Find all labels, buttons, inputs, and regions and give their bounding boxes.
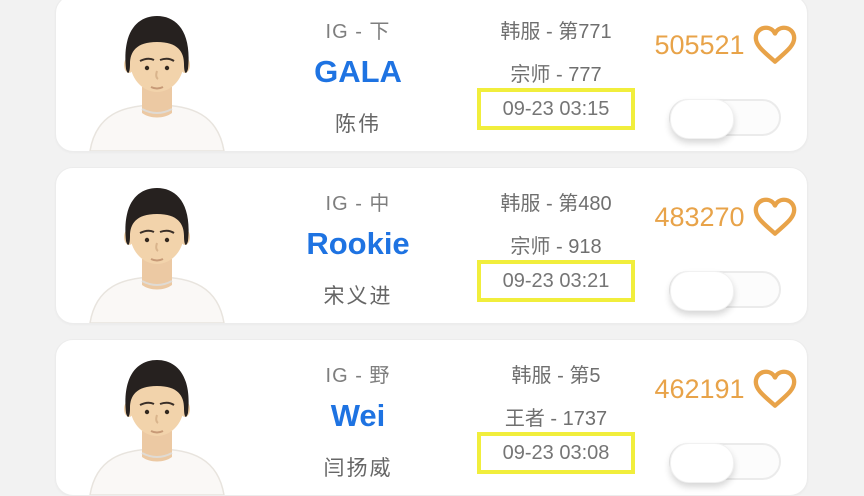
player-card[interactable]: IG - 中 Rookie 宋义进 韩服 - 第480 宗师 - 918 09-… bbox=[55, 167, 808, 324]
player-photo bbox=[72, 181, 242, 323]
follow-toggle[interactable] bbox=[669, 271, 781, 311]
player-photo bbox=[72, 353, 242, 495]
player-photo bbox=[72, 9, 242, 151]
tier-points-label: 宗师 - 777 bbox=[510, 64, 602, 86]
update-time-label: 09-23 03:21 bbox=[502, 269, 610, 292]
server-rank-label: 韩服 - 第480 bbox=[500, 193, 612, 215]
player-name: GALA bbox=[314, 54, 402, 89]
team-position-label: IG - 中 bbox=[325, 193, 391, 215]
server-rank-label: 韩服 - 第5 bbox=[511, 365, 601, 387]
fans-row: 483270 bbox=[626, 194, 807, 240]
fans-row: 505521 bbox=[626, 22, 807, 68]
tier-points-label: 王者 - 1737 bbox=[504, 408, 608, 430]
update-time-label: 09-23 03:08 bbox=[502, 441, 610, 464]
update-time-highlight: 09-23 03:21 bbox=[477, 260, 635, 302]
heart-icon[interactable] bbox=[752, 196, 798, 238]
player-name: Rookie bbox=[306, 226, 410, 261]
follow-toggle[interactable] bbox=[669, 443, 781, 483]
tier-points-label: 宗师 - 918 bbox=[510, 236, 602, 258]
player-real-name: 闫扬威 bbox=[323, 457, 393, 480]
player-card[interactable]: IG - 野 Wei 闫扬威 韩服 - 第5 王者 - 1737 09-23 0… bbox=[55, 339, 808, 496]
player-real-name: 宋义进 bbox=[323, 285, 393, 308]
server-rank-label: 韩服 - 第771 bbox=[500, 21, 612, 43]
update-time-highlight: 09-23 03:15 bbox=[477, 88, 635, 130]
heart-icon[interactable] bbox=[752, 24, 798, 66]
fans-count: 462191 bbox=[654, 373, 745, 404]
update-time-label: 09-23 03:15 bbox=[502, 97, 610, 120]
player-name: Wei bbox=[330, 398, 386, 433]
toggle-knob[interactable] bbox=[670, 99, 734, 139]
fans-row: 462191 bbox=[626, 366, 807, 412]
update-time-highlight: 09-23 03:08 bbox=[477, 432, 635, 474]
fans-count: 483270 bbox=[654, 201, 745, 232]
toggle-knob[interactable] bbox=[670, 443, 734, 483]
team-position-label: IG - 下 bbox=[325, 21, 391, 43]
follow-toggle[interactable] bbox=[669, 99, 781, 139]
player-real-name: 陈伟 bbox=[335, 113, 381, 136]
team-position-label: IG - 野 bbox=[325, 365, 391, 387]
player-card[interactable]: IG - 下 GALA 陈伟 韩服 - 第771 宗师 - 777 09-23 … bbox=[55, 0, 808, 152]
heart-icon[interactable] bbox=[752, 368, 798, 410]
toggle-knob[interactable] bbox=[670, 271, 734, 311]
fans-count: 505521 bbox=[654, 29, 745, 60]
